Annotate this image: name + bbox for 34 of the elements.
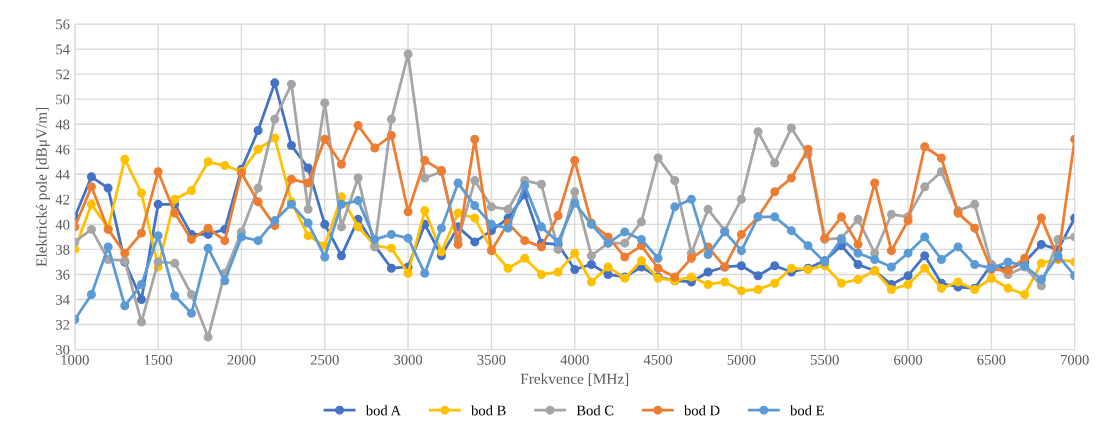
y-tick-label: 38: [56, 244, 70, 255]
legend-label: bod A: [365, 405, 401, 416]
x-tick-label: 6500: [977, 354, 1006, 365]
legend-label: bod B: [471, 405, 506, 416]
legend-label: bod E: [790, 405, 824, 416]
legend-label: bod D: [684, 405, 720, 416]
y-tick-label: 44: [55, 169, 70, 180]
x-tick-label: 3000: [394, 354, 423, 365]
x-tick-label: 2000: [227, 354, 256, 365]
x-tick-label: 7000: [1061, 354, 1089, 365]
x-tick-label: 5500: [810, 354, 839, 365]
y-tick-label: 56: [56, 19, 70, 30]
y-tick-label: 54: [56, 44, 70, 55]
x-tick-label: 3500: [477, 354, 506, 365]
y-tick-label: 32: [56, 319, 70, 330]
y-tick-label: 50: [56, 94, 70, 105]
legend-label: Bod C: [576, 405, 614, 416]
y-tick-label: 42: [55, 194, 70, 205]
y-tick-label: 36: [56, 269, 70, 280]
x-tick-label: 2500: [310, 354, 339, 365]
x-tick-label: 4500: [643, 354, 673, 365]
y-tick-label: 52: [56, 69, 70, 80]
x-tick-label: 4000: [560, 354, 589, 365]
y-tick-label: 40: [55, 219, 70, 230]
y-tick-label: 30: [56, 344, 70, 355]
x-axis-title: Frekvence [MHz]: [520, 373, 629, 386]
x-tick-label: 1500: [144, 354, 173, 365]
y-axis-title: Elektrické pole [dBμV/m]: [35, 107, 50, 267]
x-tick-label: 6000: [894, 354, 923, 365]
y-tick-label: 48: [55, 119, 70, 130]
y-tick-label: 46: [55, 144, 70, 155]
y-tick-label: 34: [56, 294, 70, 305]
x-tick-label: 5000: [727, 354, 756, 365]
x-tick-label: 1000: [61, 354, 89, 365]
